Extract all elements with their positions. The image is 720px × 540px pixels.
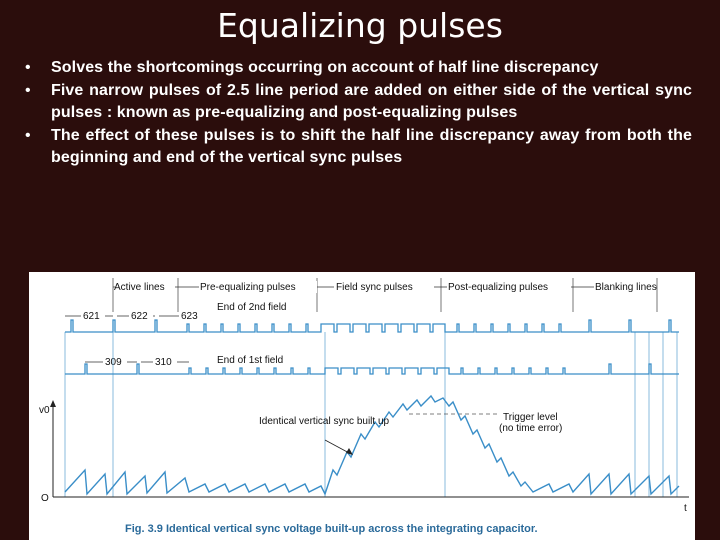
bottom-pulse-train	[65, 363, 679, 375]
line-number-621: 621	[83, 311, 100, 322]
buildup-annotation: Identical vertical sync built up	[259, 416, 390, 427]
segment-label-pre-equalizing: Pre-equalizing pulses	[200, 282, 296, 293]
bullet-list: • Solves the shortcomings occurring on a…	[24, 57, 692, 170]
vertical-guides	[64, 332, 678, 497]
y-axis-label: v0	[39, 405, 50, 416]
buildup-annotation-text: Identical vertical sync built up	[259, 416, 390, 427]
figure-caption: Fig. 3.9 Identical vertical sync voltage…	[125, 523, 538, 535]
bullet-item: • Five narrow pulses of 2.5 line period …	[24, 80, 692, 125]
axes	[52, 404, 689, 498]
top-pulse-train	[65, 319, 679, 333]
end-1st-field-label: End of 1st field	[217, 355, 283, 366]
capacitor-voltage-waveform	[64, 394, 680, 496]
line-number-310: 310	[155, 357, 172, 368]
x-axis-label: t	[684, 503, 687, 514]
bullet-marker: •	[25, 59, 31, 76]
segment-label-blanking: Blanking lines	[595, 282, 657, 293]
buildup-pointer	[324, 439, 352, 455]
waveform-figure: Active lines Pre-equalizing pulses Field…	[29, 272, 695, 540]
bullet-marker: •	[25, 126, 31, 144]
line-number-623: 623	[181, 311, 198, 322]
segment-label-post-equalizing: Post-equalizing pulses	[448, 282, 548, 293]
bullet-item: • Solves the shortcomings occurring on a…	[24, 57, 692, 80]
line-number-622: 622	[131, 311, 148, 322]
buildup-arrowhead	[346, 448, 353, 455]
bullet-text: Five narrow pulses of 2.5 line period ar…	[51, 81, 692, 122]
bullet-text: The effect of these pulses is to shift t…	[51, 126, 692, 167]
segment-label-field-sync: Field sync pulses	[336, 282, 413, 293]
line-number-309: 309	[105, 357, 122, 368]
bullet-item: • The effect of these pulses is to shift…	[24, 125, 692, 170]
bullet-text: Solves the shortcomings occurring on acc…	[51, 59, 599, 76]
end-2nd-field-label: End of 2nd field	[217, 302, 287, 313]
origin-label: O	[41, 493, 49, 504]
segment-label-active-lines: Active lines	[114, 282, 165, 293]
trigger-note-label: (no time error)	[499, 423, 562, 434]
bullet-marker: •	[25, 81, 31, 99]
waveform-diagram: Active lines Pre-equalizing pulses Field…	[39, 278, 689, 535]
trigger-level-label: Trigger level	[503, 412, 558, 423]
y-axis-arrow	[50, 400, 56, 407]
slide-title: Equalizing pulses	[217, 6, 503, 45]
